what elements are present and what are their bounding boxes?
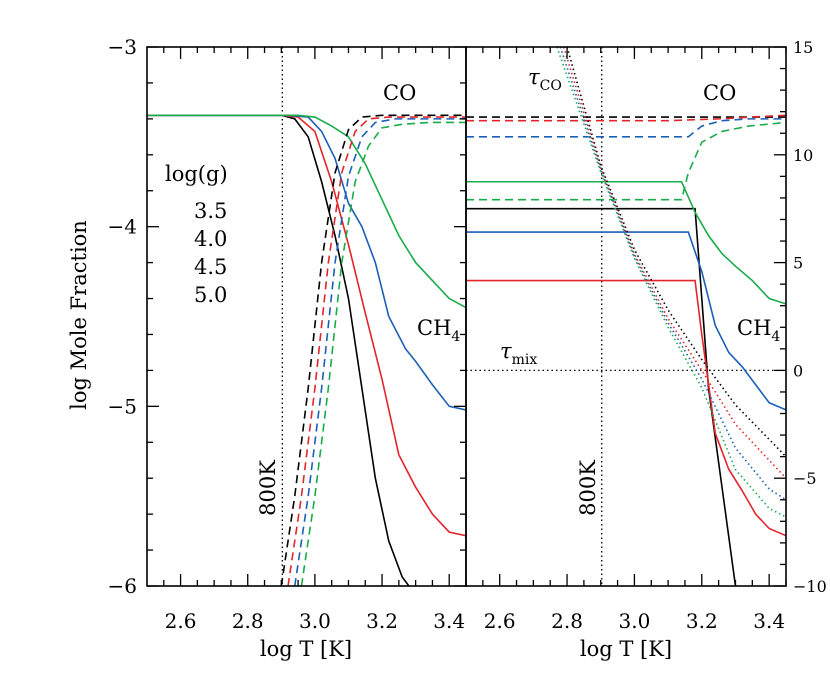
- right-panel: 2.6 2.8 3.0 3.2 3.4 −10 −5 0 5 10 15: [465, 38, 827, 633]
- right-y-tick-label: 15: [793, 38, 813, 57]
- left-y-tick-label: −5: [108, 394, 137, 418]
- left-y-tick-label: −4: [108, 215, 137, 239]
- y-axis-title: log Mole Fraction: [67, 220, 91, 410]
- right-ch4-label: CH4: [737, 316, 780, 345]
- right-tau-co-line-4-0: [562, 47, 786, 479]
- right-tau-co-line-3-5: [566, 47, 786, 458]
- right-tau-co-line-5-0: [556, 47, 786, 518]
- left-co-line-4-5: [293, 118, 466, 586]
- legend-title: log(g): [165, 162, 228, 186]
- left-y-tick-label: −3: [108, 35, 137, 59]
- right-series-group: [466, 47, 786, 586]
- right-ch4-line-3-5: [466, 207, 737, 586]
- left-800k-label: 800K: [256, 460, 280, 516]
- right-ch4-line-4-5: [466, 231, 786, 411]
- legend-entry-3-5: 3.5: [194, 199, 227, 223]
- left-x-tick-label: 2.6: [165, 609, 197, 633]
- right-co-line-4-5: [466, 118, 786, 138]
- legend-entry-4-5: 4.5: [194, 255, 227, 279]
- right-800k-label: 800K: [576, 460, 600, 516]
- right-y-tick-label: −5: [793, 469, 817, 488]
- right-y-tick-label: 5: [793, 254, 803, 273]
- left-ch4-line-4-5: [147, 114, 466, 411]
- left-x-tick-label: 3.4: [433, 609, 465, 633]
- left-panel: 2.6 2.8 3.0 3.2 3.4 −6 −5 −4 −3: [108, 35, 467, 633]
- right-co-line-4-0: [466, 114, 786, 122]
- left-x-tick-label: 3.0: [299, 609, 331, 633]
- right-y-tick-label: 10: [793, 146, 813, 165]
- left-co-line-3-5: [280, 114, 466, 586]
- right-co-label: CO: [703, 81, 736, 105]
- legend-entry-4-0: 4.0: [194, 227, 227, 251]
- tau-co-label: τCO: [528, 65, 562, 94]
- right-ch4-line-5-0: [466, 180, 786, 305]
- left-co-label: CO: [383, 81, 416, 105]
- legend-entry-5-0: 5.0: [194, 283, 227, 307]
- right-x-tick-label: 3.4: [753, 609, 785, 633]
- left-ch4-line-4-0: [147, 114, 466, 537]
- tau-mix-label: τmix: [500, 339, 537, 368]
- right-ch4-line-4-0: [466, 279, 786, 537]
- right-x-tick-label: 3.0: [619, 609, 651, 633]
- right-x-axis-title: log T [K]: [580, 637, 672, 661]
- right-tau-co-line-4-5: [559, 47, 786, 501]
- right-plot-frame: [465, 46, 787, 587]
- left-co-line-4-0: [287, 116, 466, 586]
- right-y-tick-label: 0: [793, 361, 803, 380]
- right-x-tick-label: 2.8: [551, 609, 583, 633]
- right-y-tick-label: −10: [793, 577, 827, 596]
- right-x-tick-label: 2.6: [484, 609, 516, 633]
- labels: log T [K] log T [K] log Mole Fraction lo…: [67, 65, 780, 661]
- left-x-axis-title: log T [K]: [260, 637, 352, 661]
- left-x-tick-label: 2.8: [232, 609, 264, 633]
- right-x-tick-label: 3.2: [686, 609, 718, 633]
- left-x-tick-label: 3.2: [366, 609, 398, 633]
- left-ch4-line-5-0: [147, 114, 466, 309]
- left-series-group: [147, 47, 466, 586]
- right-co-line-5-0: [466, 121, 786, 201]
- left-co-line-5-0: [300, 121, 466, 586]
- left-ch4-label: CH4: [417, 316, 460, 345]
- left-y-tick-label: −6: [108, 574, 137, 598]
